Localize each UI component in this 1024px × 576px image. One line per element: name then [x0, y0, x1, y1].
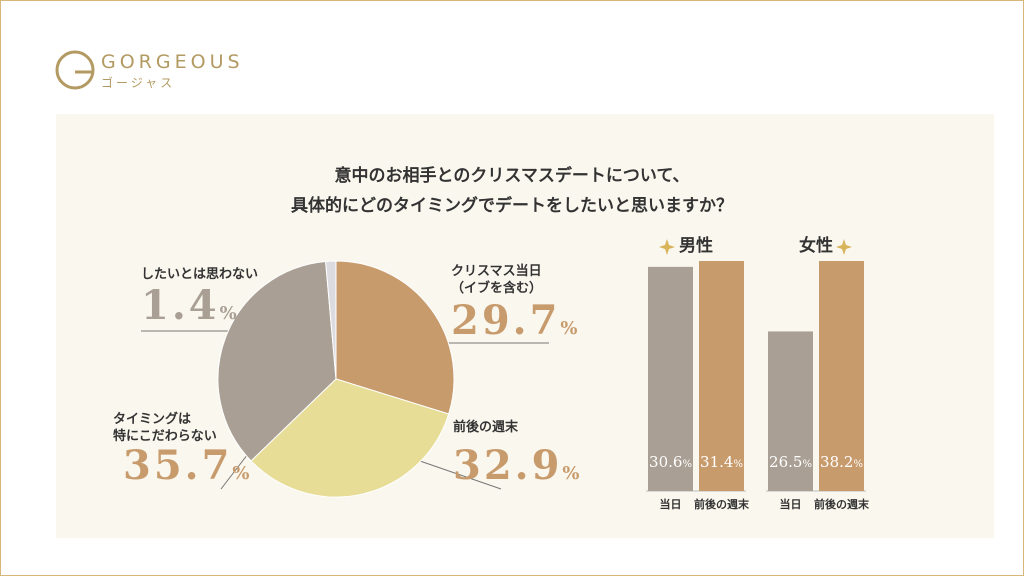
- pie-slice: [335, 260, 455, 415]
- sparkle: [659, 239, 675, 255]
- pie-slice: [250, 378, 450, 498]
- bar-value: 26.5%: [769, 453, 812, 471]
- slice-label: したいとは思わない: [141, 267, 259, 282]
- slice-value: 32.9%: [453, 442, 583, 489]
- bar-title: 女性: [799, 235, 833, 256]
- slice-label: クリスマス当日 （イブを含む）: [451, 264, 543, 296]
- slice-label: 前後の週末: [453, 420, 519, 435]
- bar: [768, 331, 813, 491]
- heading: 意中のお相手とのクリスマスデートについて、: [334, 166, 690, 186]
- slice-value: 29.7%: [451, 297, 581, 344]
- bar: [819, 261, 864, 491]
- brand-name: GORGEOUS: [101, 51, 244, 73]
- bar-title: 男性: [679, 235, 713, 256]
- bar-value: 38.2%: [820, 453, 863, 471]
- bar: [699, 261, 744, 491]
- pie-slice: [325, 260, 337, 380]
- bar-value: 31.4%: [700, 453, 743, 471]
- sparkle: [836, 239, 852, 255]
- bar-category: 当日: [660, 497, 682, 511]
- pie-slice: [217, 260, 337, 462]
- slice-value: 35.7%: [123, 442, 253, 489]
- bar-category: 当日: [780, 497, 802, 511]
- bar-value: 30.6%: [649, 453, 692, 471]
- slice-label: タイミングは 特にこだわらない: [113, 412, 217, 444]
- logo-icon: [55, 50, 95, 90]
- heading: 具体的にどのタイミングでデートをしたいと思いますか？: [291, 196, 733, 216]
- bar: [648, 266, 693, 491]
- brand-sub: ゴージャス: [101, 76, 176, 90]
- bar-category: 前後の週末: [694, 497, 750, 511]
- slice-value: 1.4%: [141, 282, 240, 329]
- bar-category: 前後の週末: [814, 497, 870, 511]
